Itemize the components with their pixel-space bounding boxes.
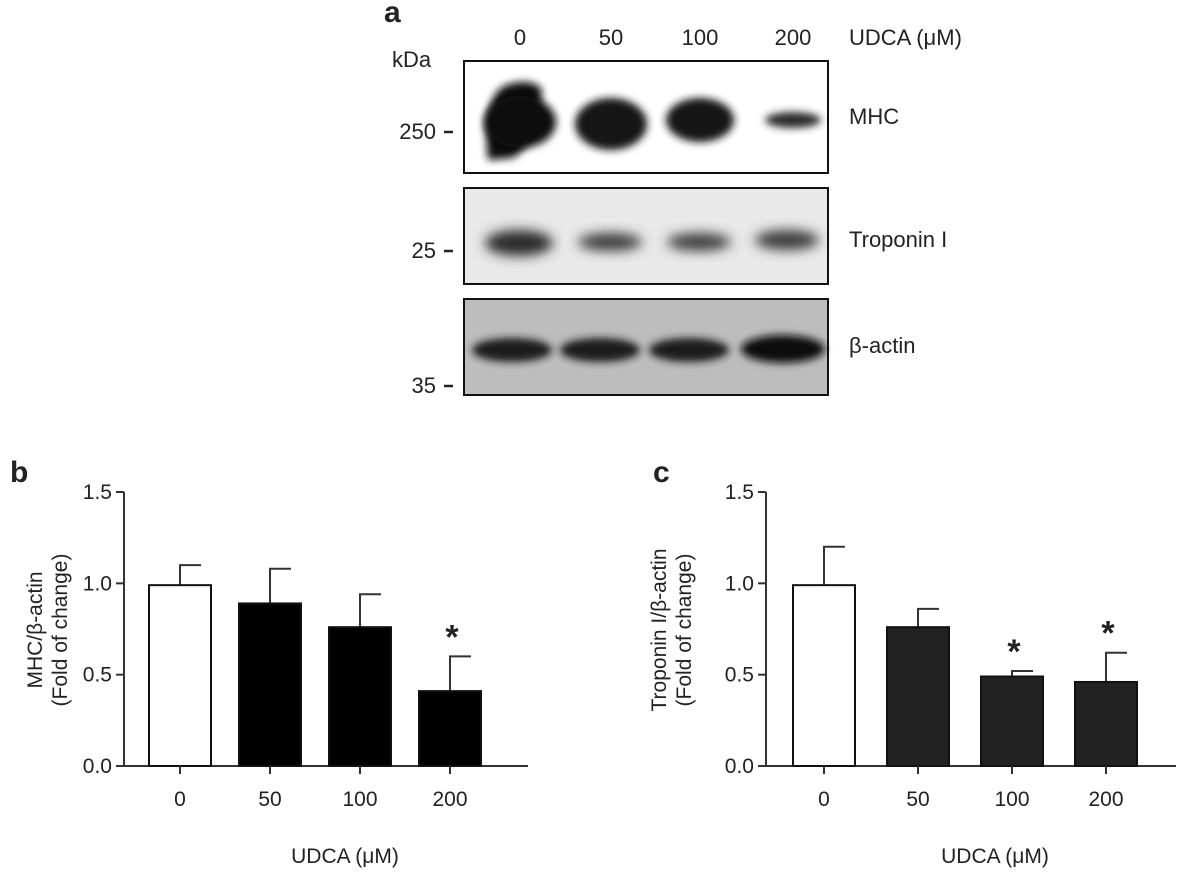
panel-letter-c: c <box>653 456 670 489</box>
significance-star: * <box>1007 633 1021 671</box>
significance-star: * <box>1101 615 1115 653</box>
panel-a: a UDCA (μM) 0 50 100 200 kDa MHC Troponi… <box>384 0 962 398</box>
band-label-mhc: MHC <box>849 104 899 129</box>
blot-actin: β-actin <box>463 298 915 396</box>
band-mhc-lane4 <box>765 112 821 128</box>
band-mhc-lane3 <box>666 98 734 142</box>
x-tick-label: 200 <box>1088 788 1123 811</box>
y-axis-title-line1: Troponin I/β-actin <box>648 548 671 711</box>
band-actin-lane2 <box>560 338 640 362</box>
lane-label-3: 100 <box>682 25 719 50</box>
kda-label: kDa <box>392 47 432 72</box>
y-tick-label: 0.0 <box>83 755 112 778</box>
panel-letter-a: a <box>384 0 401 29</box>
panel-b-chart: b MHC/β-actin (Fold of change) UDCA (μM)… <box>10 456 528 868</box>
bar <box>980 675 1044 768</box>
band-troponin-lane4 <box>755 230 819 250</box>
x-axis-title: UDCA (μM) <box>941 845 1049 868</box>
bar <box>418 690 482 768</box>
bar <box>792 584 856 767</box>
x-tick-label: 200 <box>432 788 467 811</box>
bar <box>148 584 212 767</box>
y-tick-label: 1.5 <box>725 481 754 504</box>
x-tick-label: 50 <box>906 788 929 811</box>
significance-star: * <box>445 618 459 656</box>
y-tick-label: 1.0 <box>83 572 112 595</box>
band-actin-lane3 <box>649 338 729 362</box>
marker-label-25: 25 <box>412 238 436 263</box>
x-tick-label: 0 <box>174 788 186 811</box>
y-tick-label: 1.0 <box>725 572 754 595</box>
lane-label-4: 200 <box>775 25 812 50</box>
marker-label-35: 35 <box>412 373 436 398</box>
blot-troponin: Troponin I <box>463 187 947 285</box>
band-actin-lane1 <box>472 338 552 362</box>
lane-label-2: 50 <box>599 25 623 50</box>
bar <box>1074 680 1138 767</box>
marker-label-250: 250 <box>399 119 436 144</box>
y-tick-label: 0.0 <box>725 755 754 778</box>
y-tick-label: 0.5 <box>83 664 112 687</box>
blot-header-label: UDCA (μM) <box>849 25 962 50</box>
band-mhc-lane2 <box>575 98 647 150</box>
band-troponin-lane3 <box>667 233 731 251</box>
lane-label-1: 0 <box>514 25 526 50</box>
blot-mhc: MHC <box>463 60 899 174</box>
band-troponin-lane1 <box>485 230 553 256</box>
x-tick-label: 100 <box>994 788 1029 811</box>
bar <box>238 602 302 768</box>
band-mhc-lane1-core <box>484 96 556 148</box>
bar <box>886 626 950 767</box>
band-troponin-lane2 <box>578 233 642 251</box>
x-tick-label: 100 <box>342 788 377 811</box>
panel-c-chart: c Troponin I/β-actin (Fold of change) UD… <box>648 456 1176 868</box>
y-tick-label: 1.5 <box>83 481 112 504</box>
y-axis-title-line2: (Fold of change) <box>49 554 72 707</box>
x-tick-label: 0 <box>818 788 830 811</box>
band-label-actin: β-actin <box>849 333 915 358</box>
y-axis-title-line2: (Fold of change) <box>673 554 696 707</box>
x-tick-label: 50 <box>258 788 281 811</box>
bar <box>328 626 392 767</box>
panel-letter-b: b <box>10 456 28 489</box>
band-actin-lane4 <box>741 335 825 363</box>
band-label-troponin: Troponin I <box>849 227 947 252</box>
y-axis-title-line1: MHC/β-actin <box>24 571 47 688</box>
x-axis-title: UDCA (μM) <box>291 845 399 868</box>
mw-markers: 250 25 35 <box>399 119 453 398</box>
y-tick-label: 0.5 <box>725 664 754 687</box>
